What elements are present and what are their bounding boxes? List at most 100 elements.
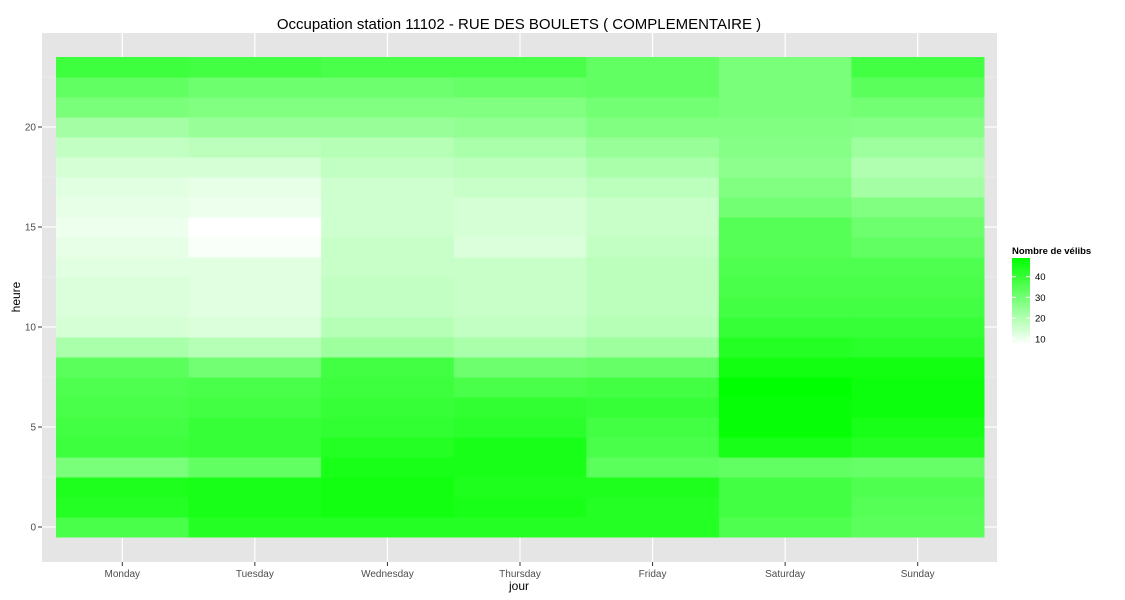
heatmap-cell-sunday-9 <box>851 337 985 358</box>
heatmap-cell-sunday-22 <box>851 77 985 98</box>
heatmap-cell-monday-15 <box>56 217 190 238</box>
heatmap-cell-monday-9 <box>56 337 190 358</box>
heatmap-cell-thursday-16 <box>453 197 587 218</box>
heatmap-cell-wednesday-4 <box>321 437 455 458</box>
heatmap-cell-sunday-11 <box>851 297 985 318</box>
heatmap-cell-monday-3 <box>56 457 190 478</box>
heatmap-cell-saturday-9 <box>718 337 852 358</box>
heatmap-cell-wednesday-7 <box>321 377 455 398</box>
heatmap-cell-sunday-18 <box>851 157 985 178</box>
heatmap-cell-tuesday-10 <box>188 317 322 338</box>
heatmap-cell-saturday-8 <box>718 357 852 378</box>
chart-title: Occupation station 11102 - RUE DES BOULE… <box>277 16 761 33</box>
heatmap-cell-thursday-20 <box>453 117 587 138</box>
heatmap-cell-thursday-15 <box>453 217 587 238</box>
heatmap-cell-tuesday-6 <box>188 397 322 418</box>
legend-ticks: 10 20 30 40 <box>1012 272 1046 345</box>
heatmap-cell-saturday-23 <box>718 57 852 78</box>
y-axis-title: heure <box>9 281 23 312</box>
heatmap-cell-saturday-20 <box>718 117 852 138</box>
y-tick-label-20: 20 <box>25 123 37 134</box>
heatmap-cell-wednesday-5 <box>321 417 455 438</box>
heatmap-cell-saturday-3 <box>718 457 852 478</box>
heatmap-cell-sunday-15 <box>851 217 985 238</box>
heatmap-cell-saturday-1 <box>718 497 852 518</box>
heatmap-cell-thursday-1 <box>453 497 587 518</box>
y-axis: 0 5 10 15 20 <box>25 123 42 534</box>
heatmap-cell-wednesday-9 <box>321 337 455 358</box>
heatmap-cell-friday-7 <box>586 377 720 398</box>
heatmap-cell-sunday-10 <box>851 317 985 338</box>
heatmap-cell-wednesday-19 <box>321 137 455 158</box>
heatmap-cell-saturday-11 <box>718 297 852 318</box>
heatmap-cell-thursday-7 <box>453 377 587 398</box>
legend-title: Nombre de vélibs <box>1012 246 1091 257</box>
heatmap-cell-monday-20 <box>56 117 190 138</box>
heatmap-cell-monday-12 <box>56 277 190 298</box>
heatmap-cell-wednesday-15 <box>321 217 455 238</box>
heatmap-cell-monday-17 <box>56 177 190 198</box>
heatmap-cell-tuesday-21 <box>188 97 322 118</box>
heatmap-cell-friday-21 <box>586 97 720 118</box>
heatmap-cell-friday-4 <box>586 437 720 458</box>
x-tick-label-friday: Friday <box>639 569 667 580</box>
heatmap-cell-wednesday-6 <box>321 397 455 418</box>
heatmap-cell-saturday-14 <box>718 237 852 258</box>
heatmap-cell-wednesday-8 <box>321 357 455 378</box>
heatmap-cell-thursday-17 <box>453 177 587 198</box>
heatmap-cell-thursday-2 <box>453 477 587 498</box>
heatmap-cell-friday-5 <box>586 417 720 438</box>
heatmap-cell-sunday-20 <box>851 117 985 138</box>
heatmap-cell-saturday-5 <box>718 417 852 438</box>
heatmap-cell-monday-1 <box>56 497 190 518</box>
heatmap-cell-monday-11 <box>56 297 190 318</box>
y-tick-label-0: 0 <box>30 523 36 534</box>
heatmap-cell-wednesday-14 <box>321 237 455 258</box>
heatmap-cell-saturday-12 <box>718 277 852 298</box>
legend-tick-label-30: 30 <box>1035 293 1046 304</box>
heatmap-cell-friday-8 <box>586 357 720 378</box>
x-tick-label-monday: Monday <box>104 569 140 580</box>
heatmap-cell-wednesday-12 <box>321 277 455 298</box>
heatmap-cell-friday-13 <box>586 257 720 278</box>
heatmap-cell-wednesday-11 <box>321 297 455 318</box>
heatmap-cell-sunday-14 <box>851 237 985 258</box>
heatmap-cell-wednesday-16 <box>321 197 455 218</box>
heatmap-cell-friday-10 <box>586 317 720 338</box>
heatmap-cell-friday-9 <box>586 337 720 358</box>
heatmap-cell-friday-20 <box>586 117 720 138</box>
heatmap-cell-saturday-18 <box>718 157 852 178</box>
y-tick-label-15: 15 <box>25 223 37 234</box>
heatmap-cell-sunday-19 <box>851 137 985 158</box>
heatmap-cell-monday-7 <box>56 377 190 398</box>
heatmap-cell-monday-22 <box>56 77 190 98</box>
heatmap-cell-friday-3 <box>586 457 720 478</box>
heatmap-cell-saturday-0 <box>718 517 852 538</box>
heatmap-cell-tuesday-14 <box>188 237 322 258</box>
heatmap-cell-saturday-19 <box>718 137 852 158</box>
heatmap-cell-sunday-1 <box>851 497 985 518</box>
heatmap-cell-saturday-21 <box>718 97 852 118</box>
heatmap-cell-tuesday-9 <box>188 337 322 358</box>
heatmap-cell-tuesday-12 <box>188 277 322 298</box>
heatmap-cell-friday-11 <box>586 297 720 318</box>
x-tick-label-tuesday: Tuesday <box>236 569 274 580</box>
heatmap-cell-monday-19 <box>56 137 190 158</box>
heatmap-cell-friday-23 <box>586 57 720 78</box>
heatmap-cell-sunday-13 <box>851 257 985 278</box>
heatmap-cell-thursday-21 <box>453 97 587 118</box>
heatmap-cell-sunday-0 <box>851 517 985 538</box>
heatmap-cell-sunday-2 <box>851 477 985 498</box>
heatmap-cell-wednesday-18 <box>321 157 455 178</box>
heatmap-cell-thursday-9 <box>453 337 587 358</box>
heatmap-cell-thursday-14 <box>453 237 587 258</box>
heatmap-cell-friday-18 <box>586 157 720 178</box>
heatmap-cell-sunday-12 <box>851 277 985 298</box>
heatmap-cell-thursday-22 <box>453 77 587 98</box>
heatmap-cell-thursday-23 <box>453 57 587 78</box>
heatmap-cell-friday-6 <box>586 397 720 418</box>
color-legend: Nombre de vélibs 10 20 30 40 <box>1012 246 1091 345</box>
heatmap-cell-wednesday-1 <box>321 497 455 518</box>
heatmap-cell-wednesday-2 <box>321 477 455 498</box>
